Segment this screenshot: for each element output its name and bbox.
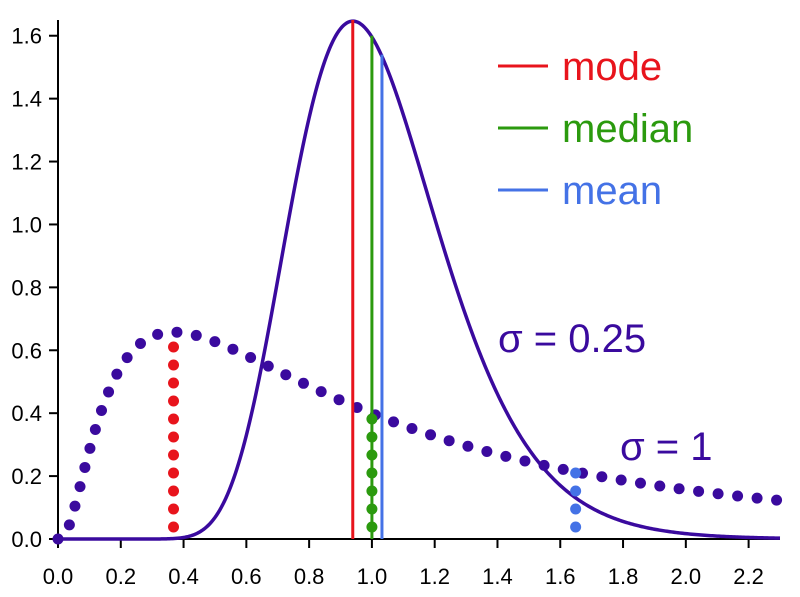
legend-label-median: median bbox=[562, 107, 693, 151]
marker-dot-mode bbox=[168, 521, 180, 533]
series-point-sigma-1 bbox=[297, 377, 309, 389]
series-point-sigma-1 bbox=[121, 352, 133, 364]
series-line-sigma-025 bbox=[58, 19, 781, 541]
series-point-sigma-1 bbox=[751, 492, 763, 504]
series-point-sigma-1 bbox=[134, 337, 146, 349]
axes: 0.0 0.2 0.4 0.6 0.8 1.0 1.2 1.4 1.6 1.8 2.0 2.2 0.0 0… bbox=[11, 20, 780, 589]
y-tick-label: 0.2 bbox=[11, 464, 42, 489]
marker-dot-mode bbox=[168, 377, 180, 389]
x-tick-label: 0.6 bbox=[231, 564, 262, 589]
series-point-sigma-1 bbox=[69, 500, 81, 512]
series-point-sigma-1 bbox=[771, 494, 783, 506]
y-tick-label: 0.8 bbox=[11, 275, 42, 300]
series-point-sigma-1 bbox=[519, 455, 531, 467]
legend-label-mode: mode bbox=[562, 45, 662, 89]
marker-dot-mode bbox=[168, 449, 180, 461]
series-point-sigma-1 bbox=[443, 435, 455, 447]
marker-dot-mean bbox=[570, 467, 582, 479]
series-point-sigma-1 bbox=[152, 328, 164, 340]
x-tick-label: 2.2 bbox=[733, 564, 764, 589]
marker-dot-median bbox=[366, 503, 378, 515]
x-tick-label: 0.2 bbox=[105, 564, 136, 589]
series-point-sigma-1 bbox=[262, 360, 274, 372]
marker-dot-mode bbox=[168, 341, 180, 353]
x-tick-label: 2.0 bbox=[671, 564, 702, 589]
series-point-sigma-1 bbox=[538, 459, 550, 471]
series-point-sigma-1 bbox=[481, 446, 493, 458]
legend: mode median mean bbox=[498, 45, 693, 213]
series-point-sigma-1 bbox=[732, 490, 744, 502]
marker-dot-mean bbox=[570, 521, 582, 533]
series-point-sigma-1 bbox=[63, 519, 75, 531]
series-point-sigma-1 bbox=[84, 442, 96, 454]
series-point-sigma-1 bbox=[462, 440, 474, 452]
series-point-sigma-1 bbox=[103, 386, 115, 398]
series-point-sigma-1 bbox=[615, 474, 627, 486]
marker-dot-mean bbox=[570, 503, 582, 515]
marker-dot-mode bbox=[168, 503, 180, 515]
x-tick-label: 1.8 bbox=[608, 564, 639, 589]
series-point-sigma-1 bbox=[333, 394, 345, 406]
series-point-sigma-1 bbox=[315, 386, 327, 398]
series-point-sigma-1 bbox=[171, 326, 183, 338]
x-tick-label: 0.8 bbox=[294, 564, 325, 589]
marker-dot-median bbox=[366, 413, 378, 425]
marker-dot-mode bbox=[168, 485, 180, 497]
series-point-sigma-1 bbox=[406, 423, 418, 435]
series-point-sigma-1 bbox=[245, 351, 257, 363]
y-tick-label: 0.6 bbox=[11, 338, 42, 363]
series-point-sigma-1 bbox=[425, 429, 437, 441]
series-point-sigma-1 bbox=[500, 450, 512, 462]
series-point-sigma-1 bbox=[654, 480, 666, 492]
marker-dot-median bbox=[366, 449, 378, 461]
marker-dot-mode bbox=[168, 431, 180, 443]
marker-dot-median bbox=[366, 521, 378, 533]
series-point-sigma-1 bbox=[89, 424, 101, 436]
series-point-sigma-1 bbox=[209, 336, 221, 348]
marker-dot-median bbox=[366, 431, 378, 443]
x-tick-label: 0.4 bbox=[168, 564, 199, 589]
y-tick-label: 1.6 bbox=[11, 24, 42, 49]
series-point-sigma-1 bbox=[388, 416, 400, 428]
y-tick-label: 0.0 bbox=[11, 527, 42, 552]
series-point-sigma-1 bbox=[634, 477, 646, 489]
marker-dot-mode bbox=[168, 359, 180, 371]
y-tick-label: 0.4 bbox=[11, 401, 42, 426]
x-tick-label: 1.6 bbox=[545, 564, 576, 589]
x-tick-label: 0.0 bbox=[43, 564, 74, 589]
series-point-sigma-1 bbox=[596, 471, 608, 483]
series-point-sigma-1 bbox=[190, 329, 202, 341]
series-point-sigma-1 bbox=[79, 461, 91, 473]
series-point-sigma-1 bbox=[693, 485, 705, 497]
y-tick-label: 1.4 bbox=[11, 87, 42, 112]
sigma-1-label: σ = 1 bbox=[620, 425, 713, 469]
series-point-sigma-1 bbox=[673, 483, 685, 495]
series-point-sigma-1 bbox=[111, 368, 123, 380]
series-point-sigma-1 bbox=[712, 488, 724, 500]
x-tick-label: 1.4 bbox=[482, 564, 513, 589]
series-point-sigma-1 bbox=[557, 463, 569, 475]
marker-dot-mode bbox=[168, 467, 180, 479]
marker-dot-median bbox=[366, 485, 378, 497]
legend-label-mean: mean bbox=[562, 169, 662, 213]
marker-layer bbox=[168, 20, 582, 539]
series-point-sigma-1 bbox=[74, 481, 86, 493]
y-tick-label: 1.0 bbox=[11, 212, 42, 237]
series-point-sigma-1 bbox=[52, 533, 64, 545]
sigma-025-label: σ = 0.25 bbox=[498, 317, 646, 361]
y-tick-label: 1.2 bbox=[11, 150, 42, 175]
marker-dot-median bbox=[366, 467, 378, 479]
x-tick-label: 1.2 bbox=[419, 564, 450, 589]
marker-dot-mode bbox=[168, 395, 180, 407]
series-point-sigma-1 bbox=[351, 401, 363, 413]
series-point-sigma-1 bbox=[227, 343, 239, 355]
marker-dot-mode bbox=[168, 413, 180, 425]
series-point-sigma-1 bbox=[280, 369, 292, 381]
marker-dot-mean bbox=[570, 485, 582, 497]
series-point-sigma-1 bbox=[96, 405, 108, 417]
x-tick-label: 1.0 bbox=[357, 564, 388, 589]
